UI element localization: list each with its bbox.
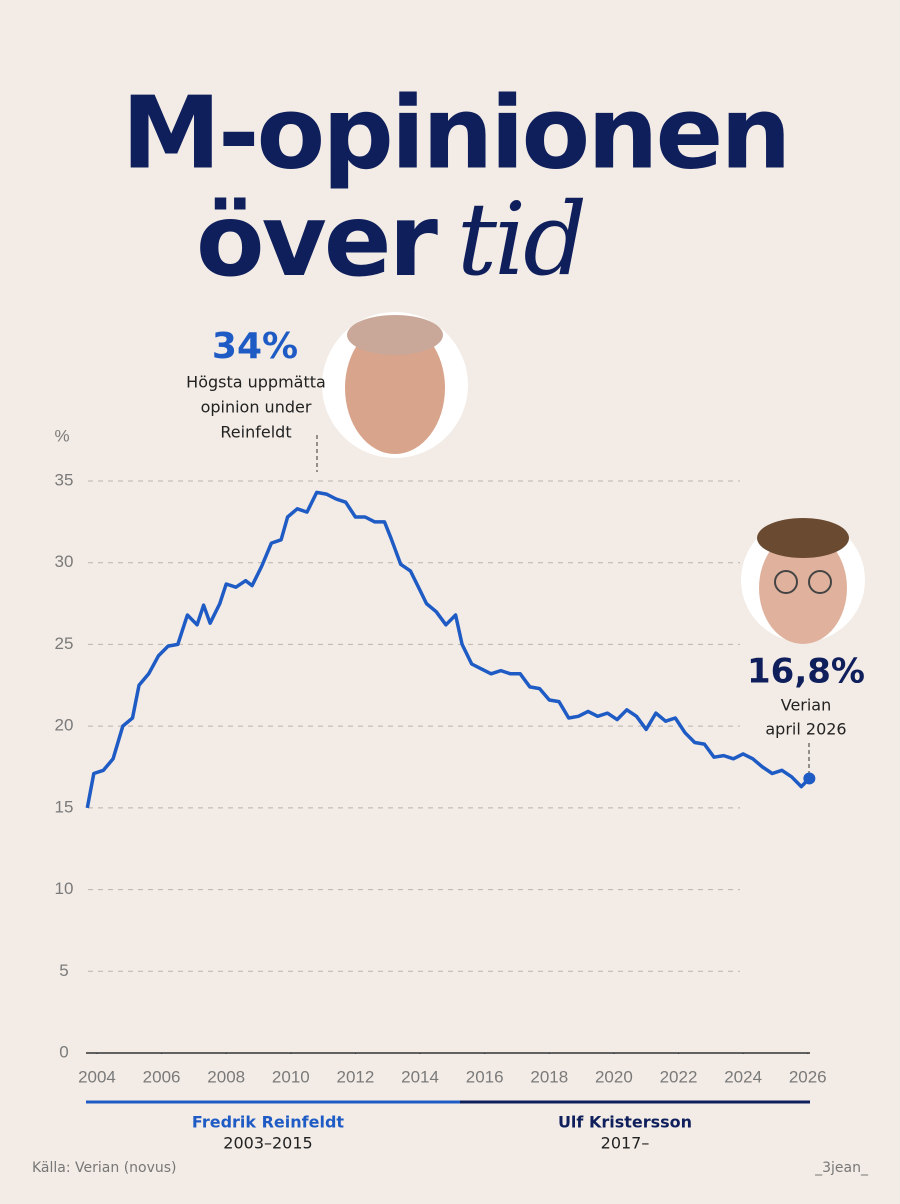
period-years: 2003–2015 (223, 1134, 312, 1153)
peak-text: Högsta uppmätta (186, 373, 326, 392)
x-tick-label: 2014 (401, 1067, 439, 1086)
title-line-1: M-opinionen (122, 74, 789, 191)
x-tick-label: 2018 (530, 1067, 568, 1086)
y-tick-label: 5 (59, 961, 68, 980)
y-tick-label: 10 (55, 879, 74, 898)
x-tick-label: 2004 (78, 1067, 116, 1086)
period-name: Ulf Kristersson (558, 1113, 692, 1132)
y-tick-label: 35 (55, 470, 74, 489)
title-line-2: över tid (196, 181, 584, 300)
y-tick-label: 15 (55, 797, 74, 816)
x-tick-label: 2026 (789, 1067, 827, 1086)
y-tick-label: 25 (55, 634, 74, 653)
end-value: 16,8% (747, 652, 865, 692)
x-tick-label: 2010 (272, 1067, 310, 1086)
end-text: Verian (781, 696, 832, 715)
period-years: 2017– (601, 1134, 650, 1153)
y-tick-label: 30 (55, 552, 74, 571)
x-tick-label: 2006 (143, 1067, 181, 1086)
end-text: april 2026 (765, 720, 846, 739)
x-tick-label: 2008 (207, 1067, 245, 1086)
period-name: Fredrik Reinfeldt (192, 1113, 344, 1132)
plot: 0 5 10 15 20 25 30 35 2004 2006 2008 2010 2012 2014 20… (55, 470, 827, 1086)
title-word: över (196, 182, 439, 299)
x-tick-label: 2022 (660, 1067, 698, 1086)
credit: _3jean_ (814, 1160, 869, 1176)
source: Källa: Verian (novus) (32, 1160, 177, 1176)
x-tick-label: 2024 (724, 1067, 762, 1086)
y-tick-label: 20 (55, 716, 74, 735)
peak-text: Reinfeldt (220, 423, 291, 442)
end-point (803, 772, 816, 785)
series-line (85, 490, 811, 809)
x-tick-label: 2016 (466, 1067, 504, 1086)
x-tick-label: 2012 (337, 1067, 375, 1086)
face-kristersson (741, 518, 865, 644)
x-tick-label: 2020 (595, 1067, 633, 1086)
y-axis-label: % (54, 426, 69, 445)
face-reinfeldt (322, 312, 468, 458)
title-italic: tid (457, 181, 584, 298)
y-tick-label: 0 (59, 1042, 68, 1061)
peak-text: opinion under (201, 398, 312, 417)
peak-value: 34% (212, 326, 298, 367)
